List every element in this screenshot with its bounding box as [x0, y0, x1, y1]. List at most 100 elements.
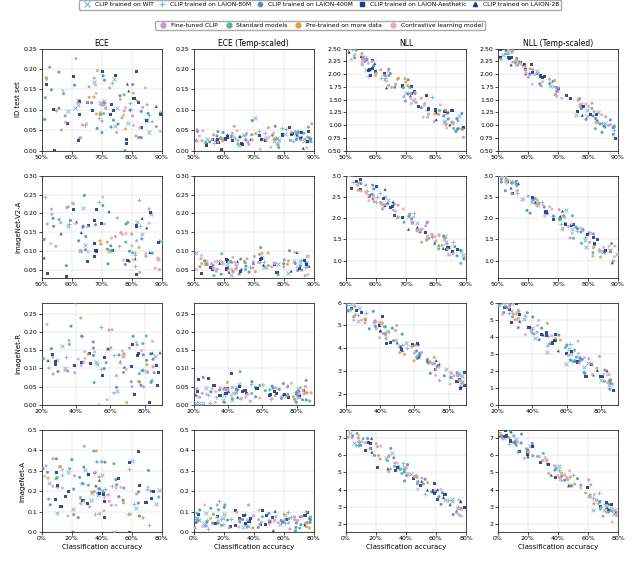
Point [45, 500, 55, 509]
Point [273, 138, 284, 147]
Point [523, 452, 533, 461]
Point [305, 518, 316, 527]
Point [406, 99, 417, 108]
Point [225, 257, 236, 266]
Point [218, 128, 228, 137]
Point [278, 259, 289, 268]
Point [293, 128, 303, 137]
Point [114, 350, 124, 359]
Point [63, 202, 74, 211]
Point [269, 259, 280, 268]
Point [98, 71, 108, 80]
Point [259, 260, 269, 270]
Point [393, 463, 403, 472]
Point [413, 477, 423, 486]
Point [292, 248, 302, 257]
Point [223, 266, 234, 275]
Point [403, 460, 413, 469]
Point [356, 49, 367, 58]
Point [227, 133, 237, 142]
Point [413, 227, 423, 236]
Point [357, 59, 367, 68]
Point [361, 189, 371, 198]
Point [504, 308, 514, 318]
Point [380, 192, 390, 201]
Point [550, 76, 560, 85]
Point [604, 376, 614, 385]
Point [387, 324, 397, 333]
Point [301, 259, 311, 268]
Point [451, 127, 461, 136]
Point [436, 485, 446, 494]
Point [197, 389, 207, 398]
Point [351, 440, 362, 449]
Point [216, 521, 227, 530]
Point [42, 219, 52, 228]
Point [266, 395, 276, 404]
Point [376, 442, 386, 451]
Point [355, 185, 365, 194]
Point [148, 355, 158, 364]
Point [80, 466, 90, 475]
Point [91, 357, 101, 366]
Point [588, 371, 598, 380]
Point [577, 102, 588, 111]
Point [344, 171, 354, 180]
Point [431, 371, 441, 380]
Point [610, 507, 620, 516]
Point [513, 179, 524, 188]
Point [141, 223, 152, 232]
Point [376, 65, 386, 74]
Point [200, 521, 211, 531]
Point [193, 392, 203, 401]
Point [76, 499, 86, 508]
Point [611, 134, 621, 143]
Point [92, 124, 102, 133]
Point [117, 114, 127, 123]
Point [609, 253, 620, 262]
Point [353, 181, 363, 190]
Point [538, 456, 548, 465]
Point [407, 218, 417, 227]
Point [532, 67, 542, 76]
Point [415, 481, 425, 490]
Point [111, 128, 122, 137]
Point [505, 301, 515, 310]
Point [428, 486, 438, 496]
Point [447, 247, 458, 257]
Point [56, 229, 66, 238]
Point [607, 503, 617, 512]
Point [271, 512, 281, 521]
Point [291, 519, 301, 528]
Point [216, 514, 226, 523]
Point [80, 120, 90, 129]
Point [525, 69, 535, 79]
Point [381, 72, 391, 81]
Point [607, 257, 617, 266]
Point [301, 258, 311, 267]
Point [599, 505, 609, 514]
Point [41, 462, 51, 471]
Point [209, 381, 219, 390]
Point [90, 220, 100, 229]
Point [76, 314, 86, 323]
Point [61, 261, 72, 270]
Point [403, 89, 413, 98]
Point [381, 77, 392, 86]
Point [273, 140, 283, 149]
Point [447, 106, 457, 115]
Point [225, 521, 236, 531]
Point [228, 267, 238, 276]
Point [572, 474, 582, 483]
Point [200, 501, 210, 510]
Point [554, 331, 564, 340]
Point [346, 55, 356, 64]
Point [609, 123, 619, 132]
Point [456, 505, 467, 514]
Point [234, 382, 244, 391]
Point [151, 122, 161, 131]
Point [557, 224, 568, 233]
Point [69, 81, 79, 90]
Point [198, 518, 209, 527]
Point [559, 471, 570, 480]
